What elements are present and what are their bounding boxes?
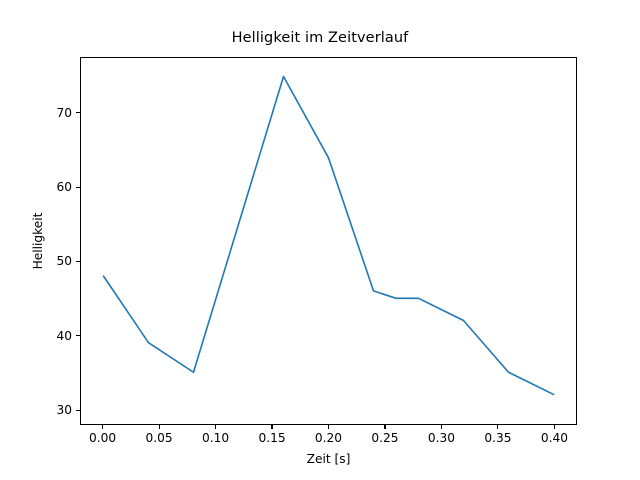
series-polyline (102, 75, 555, 396)
x-tick-mark (327, 425, 330, 429)
x-tick-label: 0.20 (314, 431, 343, 445)
x-axis-label: Zeit [s] (306, 452, 351, 466)
y-tick-mark (76, 186, 80, 188)
x-tick-label: 0.40 (540, 431, 568, 445)
plot-area (80, 57, 577, 425)
x-tick-mark (271, 425, 273, 429)
y-tick-mark (76, 409, 80, 411)
y-tick-mark (76, 260, 80, 262)
x-tick-mark (440, 425, 442, 429)
y-tick-label: 40 (56, 328, 72, 343)
line-series-helligkeit (102, 75, 555, 396)
y-tick-label: 70 (56, 105, 72, 120)
y-tick-mark (76, 335, 80, 337)
x-tick-label: 0.30 (427, 431, 456, 445)
y-tick-label: 50 (56, 254, 72, 269)
y-tick-mark (76, 112, 80, 114)
x-tick-label: 0.10 (201, 431, 230, 445)
x-tick-mark (384, 425, 386, 429)
x-tick-mark (553, 425, 555, 429)
y-tick-label: 60 (56, 180, 72, 195)
y-axis-label: Helligkeit (31, 212, 45, 270)
x-tick-label: 0.05 (145, 431, 173, 445)
x-tick-mark (497, 425, 499, 429)
x-tick-mark (214, 425, 217, 429)
x-tick-label: 0.35 (484, 431, 512, 445)
x-tick-label: 0.00 (89, 431, 117, 445)
x-tick-label: 0.25 (371, 431, 399, 445)
x-tick-mark (102, 425, 104, 429)
page-title: Helligkeit im Zeitverlauf (231, 30, 409, 46)
y-tick-label: 30 (56, 403, 72, 418)
x-tick-mark (158, 425, 160, 429)
x-tick-label: 0.15 (258, 431, 286, 445)
